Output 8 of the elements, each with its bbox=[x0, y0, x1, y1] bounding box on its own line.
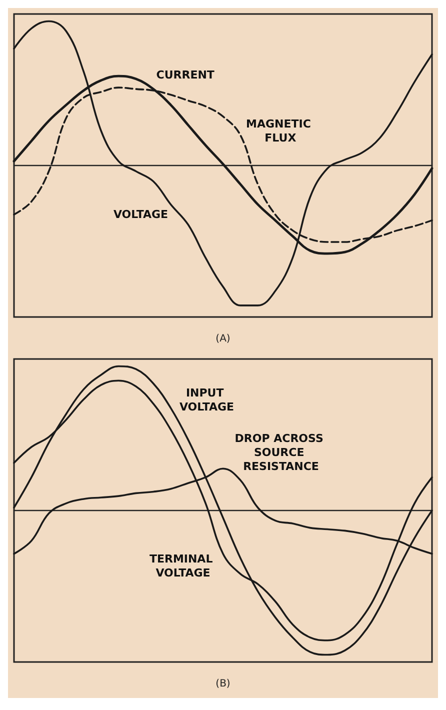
text: (A) bbox=[216, 334, 230, 344]
series-label: DROP ACROSS SOURCE RESISTANCE bbox=[234, 432, 328, 474]
series-label: INPUT VOLTAGE bbox=[179, 386, 234, 414]
series-label: MAGNETIC FLUX bbox=[246, 118, 315, 145]
series-label: CURRENT bbox=[156, 68, 215, 82]
series-label: TERMINAL VOLTAGE bbox=[149, 552, 217, 580]
text: (B) bbox=[216, 678, 230, 690]
series-label: VOLTAGE bbox=[113, 208, 168, 221]
